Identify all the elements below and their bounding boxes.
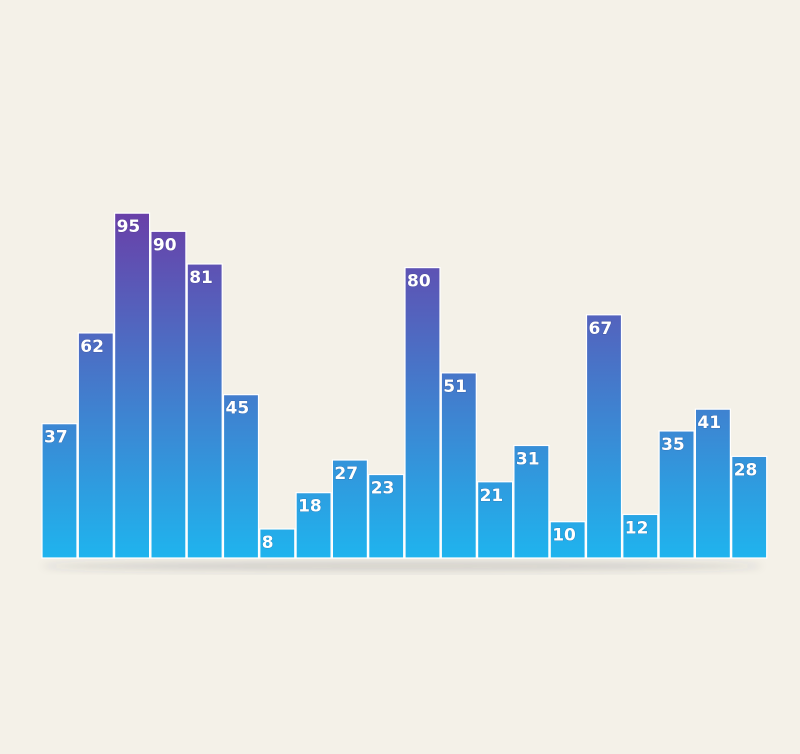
- bar-value-label-1: 37: [44, 428, 68, 448]
- bar-value-label-15: 10: [552, 526, 576, 546]
- bar-value-label-12: 51: [443, 377, 467, 397]
- bar-9: [331, 459, 368, 559]
- bar-value-label-11: 80: [407, 272, 431, 292]
- data-labels-group: 37 62 95 90 81 45 8 18 27 23 80 51 21 31 10 67 12 35 41 28: [44, 217, 758, 554]
- bar-19: [694, 408, 732, 559]
- bar-13: [477, 481, 514, 559]
- bar-4: [150, 230, 187, 559]
- bar-value-label-7: 8: [262, 533, 274, 553]
- bar-value-label-5: 81: [189, 268, 213, 288]
- bar-7: [259, 528, 296, 559]
- bar-value-label-16: 67: [589, 319, 613, 339]
- bar-20: [731, 455, 768, 559]
- bar-3: [113, 212, 151, 559]
- bar-11: [404, 267, 441, 559]
- bar-10: [368, 473, 405, 559]
- bar-value-label-10: 23: [371, 479, 395, 499]
- bar-5: [186, 263, 223, 559]
- bar-14: [513, 444, 550, 559]
- bar-value-label-9: 27: [334, 464, 358, 484]
- bars-group: [41, 212, 768, 559]
- bar-value-label-14: 31: [516, 449, 540, 469]
- bar-2: [77, 332, 114, 559]
- baseline-shadow: [42, 561, 762, 571]
- bar-18: [658, 430, 695, 559]
- bar-15: [549, 521, 586, 559]
- bar-value-label-2: 62: [80, 337, 104, 357]
- bar-value-label-18: 35: [661, 435, 685, 455]
- bar-1: [41, 423, 78, 559]
- bar-16: [585, 314, 623, 559]
- bar-value-label-4: 90: [153, 235, 177, 255]
- bar-value-label-19: 41: [697, 413, 721, 433]
- bar-17: [622, 513, 659, 559]
- bar-value-label-17: 12: [625, 518, 649, 538]
- bar-value-label-20: 28: [734, 460, 758, 480]
- bar-value-label-6: 45: [226, 399, 250, 419]
- bar-12: [440, 372, 477, 559]
- bar-value-label-13: 21: [480, 486, 504, 506]
- bar-6: [222, 394, 260, 559]
- bar-value-label-3: 95: [117, 217, 141, 237]
- bar-value-label-8: 18: [298, 497, 322, 517]
- bar-8: [295, 492, 332, 559]
